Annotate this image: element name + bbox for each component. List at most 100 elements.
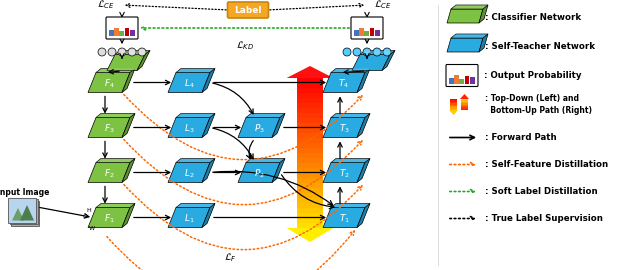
Polygon shape bbox=[246, 158, 285, 163]
Polygon shape bbox=[107, 55, 145, 70]
Text: : True Label Supervision: : True Label Supervision bbox=[485, 214, 603, 223]
Polygon shape bbox=[357, 113, 370, 137]
Text: $T_1$: $T_1$ bbox=[339, 212, 349, 225]
Polygon shape bbox=[450, 103, 457, 104]
Polygon shape bbox=[450, 104, 457, 106]
Polygon shape bbox=[382, 50, 395, 70]
Polygon shape bbox=[357, 204, 370, 228]
Polygon shape bbox=[331, 158, 370, 163]
FancyBboxPatch shape bbox=[10, 199, 38, 224]
Text: $F_2$: $F_2$ bbox=[104, 167, 115, 180]
Polygon shape bbox=[297, 98, 323, 103]
Polygon shape bbox=[176, 69, 215, 73]
Polygon shape bbox=[479, 34, 488, 52]
Polygon shape bbox=[364, 31, 369, 36]
Polygon shape bbox=[297, 83, 323, 89]
Polygon shape bbox=[96, 69, 135, 73]
Polygon shape bbox=[323, 163, 365, 183]
Polygon shape bbox=[130, 30, 134, 36]
Polygon shape bbox=[137, 50, 150, 70]
Polygon shape bbox=[297, 163, 323, 168]
Polygon shape bbox=[331, 69, 370, 73]
Text: $L_2$: $L_2$ bbox=[184, 167, 194, 180]
Polygon shape bbox=[297, 123, 323, 129]
Polygon shape bbox=[479, 5, 488, 23]
Text: : Self-Feature Distillation: : Self-Feature Distillation bbox=[485, 160, 608, 169]
Polygon shape bbox=[297, 88, 323, 93]
Polygon shape bbox=[354, 31, 358, 36]
Polygon shape bbox=[352, 55, 390, 70]
Polygon shape bbox=[272, 113, 285, 137]
Polygon shape bbox=[96, 113, 135, 117]
Text: : Classifier Network: : Classifier Network bbox=[485, 13, 581, 22]
Polygon shape bbox=[461, 102, 468, 103]
Polygon shape bbox=[331, 204, 370, 208]
Polygon shape bbox=[122, 158, 135, 183]
Polygon shape bbox=[202, 113, 215, 137]
Polygon shape bbox=[202, 69, 215, 93]
Polygon shape bbox=[357, 158, 370, 183]
Polygon shape bbox=[176, 204, 215, 208]
Polygon shape bbox=[357, 158, 370, 183]
Polygon shape bbox=[246, 113, 285, 117]
Polygon shape bbox=[449, 110, 458, 115]
Polygon shape bbox=[357, 69, 370, 93]
Polygon shape bbox=[297, 173, 323, 178]
Polygon shape bbox=[120, 31, 124, 36]
Polygon shape bbox=[202, 204, 215, 228]
Polygon shape bbox=[451, 5, 488, 9]
Polygon shape bbox=[96, 69, 135, 73]
Polygon shape bbox=[331, 113, 370, 117]
Text: $F_3$: $F_3$ bbox=[104, 122, 115, 135]
Polygon shape bbox=[447, 38, 483, 52]
Polygon shape bbox=[176, 113, 215, 117]
Polygon shape bbox=[450, 100, 457, 102]
Polygon shape bbox=[461, 109, 468, 110]
Circle shape bbox=[118, 48, 126, 56]
Text: $\mathcal{L}_{F}$: $\mathcal{L}_{F}$ bbox=[223, 252, 236, 264]
Polygon shape bbox=[238, 117, 280, 137]
Polygon shape bbox=[96, 158, 135, 163]
FancyBboxPatch shape bbox=[227, 2, 269, 18]
Polygon shape bbox=[122, 158, 135, 183]
Text: $F_1$: $F_1$ bbox=[104, 212, 115, 225]
Polygon shape bbox=[447, 9, 483, 23]
Polygon shape bbox=[297, 168, 323, 174]
Polygon shape bbox=[122, 204, 135, 228]
Polygon shape bbox=[297, 128, 323, 133]
Polygon shape bbox=[202, 158, 215, 183]
Polygon shape bbox=[168, 163, 210, 183]
Polygon shape bbox=[96, 158, 135, 163]
Polygon shape bbox=[323, 208, 365, 228]
Polygon shape bbox=[465, 76, 469, 83]
Circle shape bbox=[363, 48, 371, 56]
Polygon shape bbox=[122, 69, 135, 93]
Polygon shape bbox=[357, 204, 370, 228]
Polygon shape bbox=[470, 77, 474, 83]
Polygon shape bbox=[451, 34, 488, 38]
Text: : Output Probability: : Output Probability bbox=[484, 71, 582, 80]
Polygon shape bbox=[297, 148, 323, 154]
Circle shape bbox=[138, 48, 146, 56]
Circle shape bbox=[98, 48, 106, 56]
Polygon shape bbox=[272, 158, 285, 183]
Circle shape bbox=[373, 48, 381, 56]
Polygon shape bbox=[297, 113, 323, 119]
Polygon shape bbox=[359, 28, 364, 36]
Text: $F_4$: $F_4$ bbox=[104, 77, 115, 90]
Polygon shape bbox=[460, 79, 464, 83]
Polygon shape bbox=[297, 103, 323, 109]
Text: H: H bbox=[86, 208, 92, 214]
Polygon shape bbox=[202, 69, 215, 93]
Polygon shape bbox=[297, 223, 323, 228]
Polygon shape bbox=[297, 138, 323, 143]
Polygon shape bbox=[122, 69, 135, 93]
Polygon shape bbox=[331, 204, 370, 208]
Text: : Soft Label Distillation: : Soft Label Distillation bbox=[485, 187, 598, 196]
Polygon shape bbox=[297, 193, 323, 198]
Polygon shape bbox=[176, 158, 215, 163]
Text: $L_1$: $L_1$ bbox=[184, 212, 195, 225]
Polygon shape bbox=[331, 158, 370, 163]
Polygon shape bbox=[88, 163, 130, 183]
Polygon shape bbox=[96, 204, 135, 208]
